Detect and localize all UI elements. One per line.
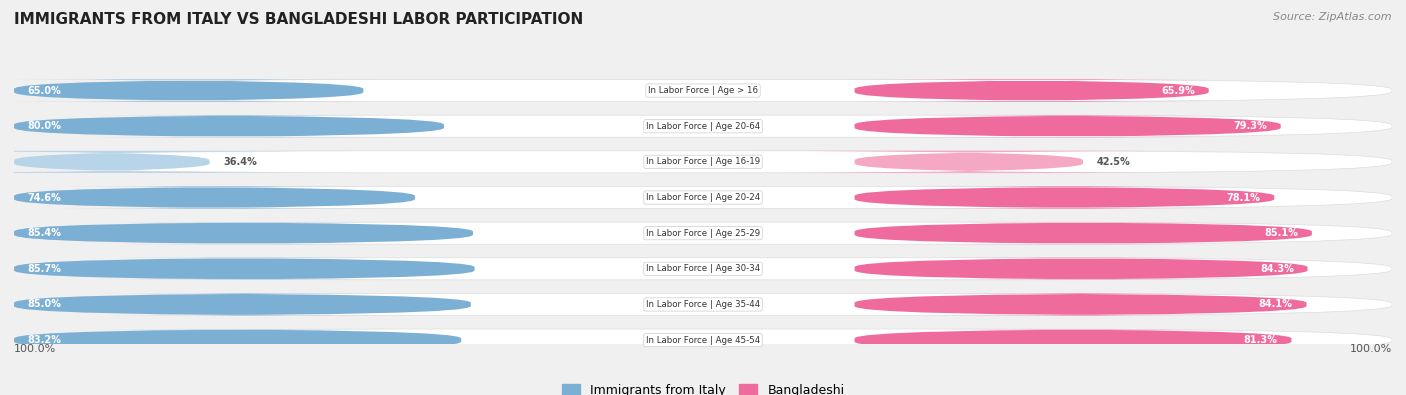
FancyBboxPatch shape xyxy=(855,222,1312,244)
Text: 78.1%: 78.1% xyxy=(1226,192,1260,203)
Text: Source: ZipAtlas.com: Source: ZipAtlas.com xyxy=(1274,12,1392,22)
FancyBboxPatch shape xyxy=(855,329,1292,351)
Text: In Labor Force | Age 45-54: In Labor Force | Age 45-54 xyxy=(645,336,761,344)
Text: 85.0%: 85.0% xyxy=(28,299,62,309)
FancyBboxPatch shape xyxy=(720,151,1218,173)
FancyBboxPatch shape xyxy=(14,293,471,316)
FancyBboxPatch shape xyxy=(855,293,1306,316)
Text: 42.5%: 42.5% xyxy=(1097,157,1130,167)
Text: 85.4%: 85.4% xyxy=(28,228,62,238)
FancyBboxPatch shape xyxy=(845,79,1218,102)
Text: 100.0%: 100.0% xyxy=(1350,344,1392,354)
FancyBboxPatch shape xyxy=(14,293,1392,316)
FancyBboxPatch shape xyxy=(14,222,472,244)
Text: 100.0%: 100.0% xyxy=(14,344,56,354)
Text: In Labor Force | Age > 16: In Labor Force | Age > 16 xyxy=(648,86,758,95)
FancyBboxPatch shape xyxy=(14,329,1392,351)
Text: In Labor Force | Age 25-29: In Labor Force | Age 25-29 xyxy=(645,229,761,238)
Text: In Labor Force | Age 35-44: In Labor Force | Age 35-44 xyxy=(645,300,761,309)
Text: 65.0%: 65.0% xyxy=(28,86,62,96)
FancyBboxPatch shape xyxy=(14,151,1392,173)
FancyBboxPatch shape xyxy=(855,115,1281,137)
Text: IMMIGRANTS FROM ITALY VS BANGLADESHI LABOR PARTICIPATION: IMMIGRANTS FROM ITALY VS BANGLADESHI LAB… xyxy=(14,12,583,27)
Text: In Labor Force | Age 16-19: In Labor Force | Age 16-19 xyxy=(645,157,761,166)
Text: 84.3%: 84.3% xyxy=(1260,264,1294,274)
Text: 83.2%: 83.2% xyxy=(28,335,62,345)
Text: 85.7%: 85.7% xyxy=(28,264,62,274)
FancyBboxPatch shape xyxy=(14,186,1392,209)
Text: In Labor Force | Age 30-34: In Labor Force | Age 30-34 xyxy=(645,264,761,273)
FancyBboxPatch shape xyxy=(0,79,377,102)
Legend: Immigrants from Italy, Bangladeshi: Immigrants from Italy, Bangladeshi xyxy=(557,379,849,395)
FancyBboxPatch shape xyxy=(14,115,444,137)
FancyBboxPatch shape xyxy=(14,258,1392,280)
FancyBboxPatch shape xyxy=(14,258,475,280)
FancyBboxPatch shape xyxy=(14,329,461,351)
FancyBboxPatch shape xyxy=(14,186,415,209)
Text: In Labor Force | Age 20-64: In Labor Force | Age 20-64 xyxy=(645,122,761,131)
Text: 36.4%: 36.4% xyxy=(224,157,257,167)
Text: 65.9%: 65.9% xyxy=(1161,86,1195,96)
Text: 81.3%: 81.3% xyxy=(1244,335,1278,345)
FancyBboxPatch shape xyxy=(14,222,1392,244)
FancyBboxPatch shape xyxy=(14,115,1392,137)
FancyBboxPatch shape xyxy=(855,258,1308,280)
FancyBboxPatch shape xyxy=(14,79,1392,102)
Text: 85.1%: 85.1% xyxy=(1264,228,1298,238)
Text: 84.1%: 84.1% xyxy=(1258,299,1292,309)
FancyBboxPatch shape xyxy=(0,151,377,173)
FancyBboxPatch shape xyxy=(855,186,1274,209)
Text: 79.3%: 79.3% xyxy=(1233,121,1267,131)
Text: 74.6%: 74.6% xyxy=(28,192,62,203)
Text: In Labor Force | Age 20-24: In Labor Force | Age 20-24 xyxy=(645,193,761,202)
Text: 80.0%: 80.0% xyxy=(28,121,62,131)
